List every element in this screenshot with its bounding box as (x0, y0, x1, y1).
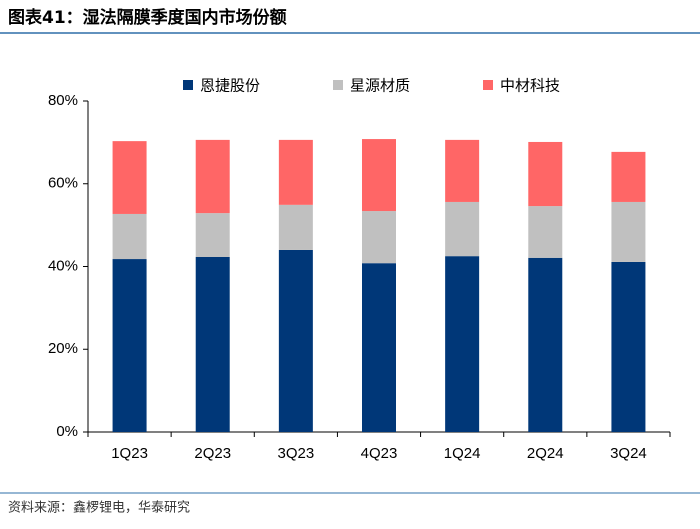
y-tick-label: 60% (48, 175, 78, 192)
bar-segment (362, 139, 396, 212)
bar-segment (195, 256, 230, 432)
x-tick-label: 4Q23 (361, 445, 398, 462)
legend-swatch (483, 80, 493, 90)
bar-segment (112, 213, 147, 260)
source: 资料来源：鑫椤锂电，华泰研究 (8, 500, 190, 516)
legend-swatch (183, 80, 193, 90)
x-tick-label: 1Q24 (444, 445, 481, 462)
legend-label: 恩捷股份 (200, 77, 260, 95)
legend-label: 中材科技 (500, 77, 560, 95)
x-tick-label: 1Q23 (111, 445, 148, 462)
bar-segment (611, 201, 646, 262)
chart-title: 图表41：湿法隔膜季度国内市场份额 (8, 7, 287, 28)
y-tick-label: 80% (48, 92, 78, 109)
bar-segment (445, 256, 480, 432)
bar-segment (445, 201, 480, 257)
y-tick-label: 40% (48, 257, 78, 274)
bar-segment (195, 139, 230, 214)
bar-segment (195, 213, 230, 257)
bar-segment (278, 139, 313, 205)
bar-segment (611, 261, 646, 432)
legend-swatch (333, 80, 343, 90)
bar-segment (528, 257, 563, 432)
bar-segment (362, 211, 396, 264)
bar-segment (278, 249, 313, 432)
bar-segment (445, 139, 480, 202)
bar-segment (611, 151, 646, 202)
x-tick-label: 3Q24 (610, 445, 647, 462)
x-tick-label: 2Q24 (527, 445, 564, 462)
x-tick-label: 2Q23 (194, 445, 231, 462)
x-tick-label: 3Q23 (278, 445, 315, 462)
bar-segment (112, 259, 147, 432)
bar-segment (112, 141, 147, 214)
bar-segment (528, 141, 563, 207)
bar-segment (278, 204, 313, 250)
bar-segment (362, 263, 396, 432)
legend-label: 星源材质 (350, 77, 410, 95)
bar-segment (528, 206, 563, 258)
y-tick-label: 20% (48, 340, 78, 357)
y-tick-label: 0% (56, 423, 78, 440)
